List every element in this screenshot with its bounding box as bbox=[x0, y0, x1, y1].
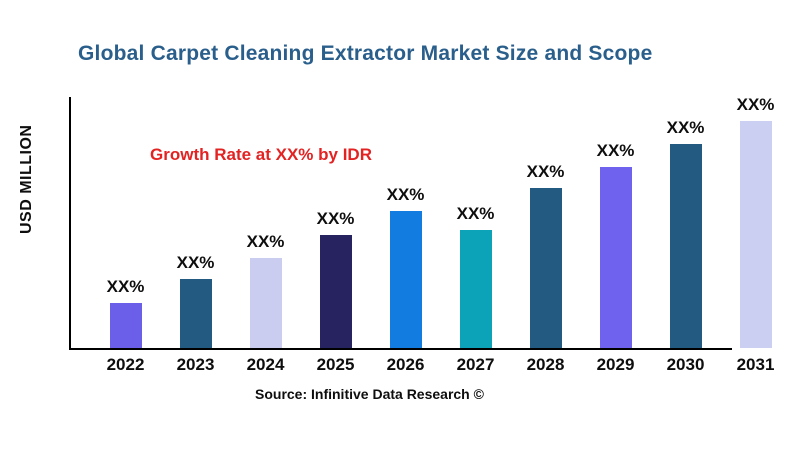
bar-2027 bbox=[459, 230, 492, 348]
x-tick-label-2028: 2028 bbox=[526, 355, 565, 374]
bar-value-label-2031: XX% bbox=[736, 95, 775, 114]
bar-2026 bbox=[389, 211, 422, 348]
bar-2029 bbox=[599, 167, 632, 348]
bar-value-label-2030: XX% bbox=[666, 118, 705, 137]
bar-value-label-2022: XX% bbox=[106, 277, 145, 296]
x-tick-label-2022: 2022 bbox=[106, 355, 145, 374]
bar-value-label-2027: XX% bbox=[456, 204, 495, 223]
x-tick-label-2027: 2027 bbox=[456, 355, 495, 374]
x-tick-label-2025: 2025 bbox=[316, 355, 355, 374]
bar-value-label-2029: XX% bbox=[596, 141, 635, 160]
chart-title: Global Carpet Cleaning Extractor Market … bbox=[78, 42, 653, 65]
bar-value-label-2023: XX% bbox=[176, 253, 215, 272]
x-axis-line bbox=[69, 348, 732, 350]
y-axis-label: USD MILLION bbox=[18, 124, 35, 235]
bar-2030 bbox=[669, 144, 702, 348]
bar-value-label-2028: XX% bbox=[526, 162, 565, 181]
source-attribution: Source: Infinitive Data Research © bbox=[255, 386, 484, 402]
x-tick-label-2026: 2026 bbox=[386, 355, 425, 374]
bar-value-label-2024: XX% bbox=[246, 232, 285, 251]
bar-2025 bbox=[319, 235, 352, 348]
growth-rate-annotation: Growth Rate at XX% by IDR bbox=[150, 145, 372, 164]
bar-2031 bbox=[739, 121, 772, 348]
bar-2028 bbox=[529, 188, 562, 348]
bar-value-label-2025: XX% bbox=[316, 209, 355, 228]
bar-2024 bbox=[249, 258, 282, 348]
x-tick-label-2030: 2030 bbox=[666, 355, 705, 374]
bar-2022 bbox=[109, 303, 142, 348]
x-tick-label-2031: 2031 bbox=[736, 355, 775, 374]
x-tick-label-2024: 2024 bbox=[246, 355, 285, 374]
bar-value-label-2026: XX% bbox=[386, 185, 425, 204]
x-tick-label-2029: 2029 bbox=[596, 355, 635, 374]
x-tick-label-2023: 2023 bbox=[176, 355, 215, 374]
y-axis-line bbox=[69, 97, 71, 348]
bar-2023 bbox=[179, 279, 212, 348]
